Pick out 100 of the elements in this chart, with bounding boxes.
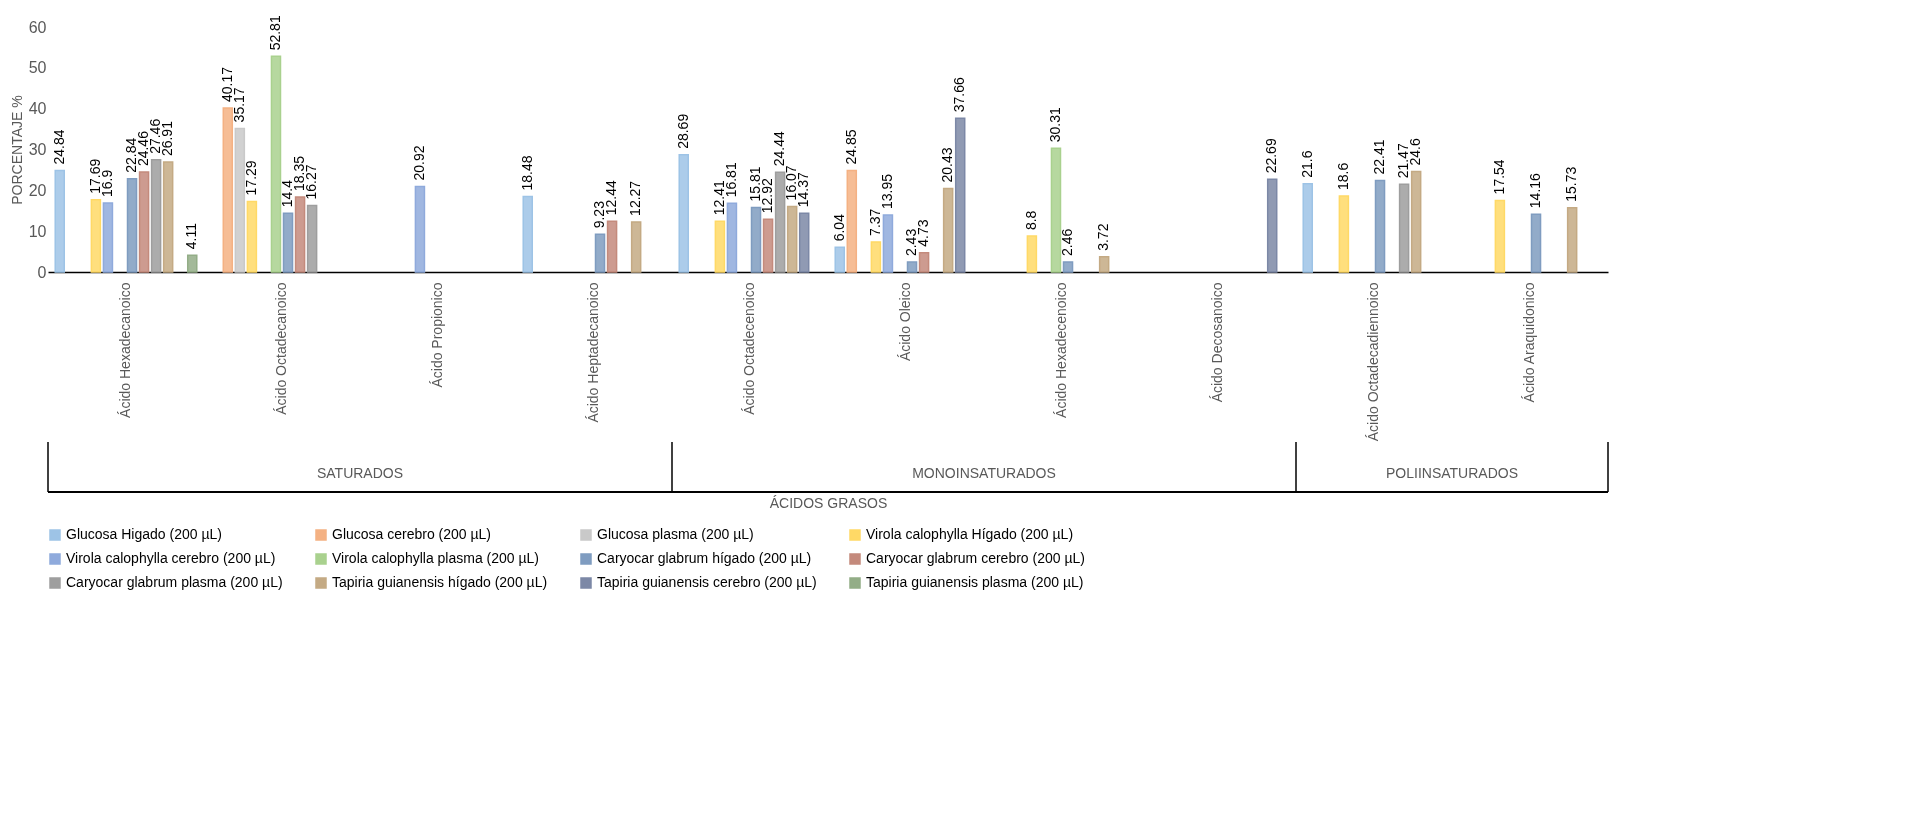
bar (1062, 261, 1074, 273)
y-tick-label: 50 (28, 59, 47, 77)
data-label: 3.72 (1095, 223, 1112, 251)
data-label: 26.91 (159, 120, 176, 157)
data-label: 37.66 (951, 76, 968, 113)
bar (1050, 147, 1062, 273)
bar (954, 117, 966, 273)
data-label: 12.27 (627, 180, 644, 216)
data-label: 4.11 (183, 222, 200, 250)
data-label: 15.73 (1563, 166, 1580, 202)
bar (1494, 199, 1506, 273)
data-label: 18.6 (1334, 162, 1351, 191)
bar (1410, 170, 1422, 273)
data-label: 16.27 (303, 164, 320, 200)
data-label: 28.69 (674, 113, 691, 149)
bar (882, 214, 894, 273)
data-label: 17.54 (1490, 159, 1507, 195)
y-tick-label: 30 (28, 141, 47, 158)
bar (750, 206, 762, 273)
legend-label: Virola calophylla Hígado (200 µL) (866, 526, 1074, 542)
x-axis-title: ÁCIDOS GRASOS (769, 494, 888, 511)
bar (606, 220, 618, 273)
bar (678, 154, 690, 273)
data-label: 24.44 (771, 130, 788, 167)
legend-label: Tapiria guianensis plasma (200 µL) (866, 574, 1084, 590)
y-axis-title: PORCENTAJE % (8, 95, 25, 205)
bar (522, 195, 534, 273)
bar (1266, 178, 1278, 273)
y-tick-label: 20 (28, 181, 47, 199)
bar (714, 220, 726, 273)
data-label: 12.41 (710, 180, 727, 216)
bar (1398, 183, 1410, 273)
bar (762, 218, 774, 273)
x-tick-label: Ácido Oleico (897, 282, 913, 362)
bar (234, 127, 246, 273)
data-label: 2.46 (1059, 228, 1076, 256)
data-label: 12.44 (603, 179, 620, 216)
legend-label: Caryocar glabrum cerebro (200 µL) (866, 550, 1085, 566)
bar (834, 246, 846, 273)
bar (102, 202, 114, 273)
bar (90, 199, 102, 273)
bar (1098, 256, 1110, 273)
bar (270, 55, 282, 273)
legend-label: Caryocar glabrum hígado (200 µL) (597, 550, 812, 566)
legend-label: Tapiria guianensis cerebro (200 µL) (597, 574, 817, 590)
bar (942, 187, 954, 273)
legend-label: Glucosa cerebro (200 µL) (332, 526, 492, 542)
data-label: 24.84 (50, 129, 67, 165)
y-tick-label: 0 (37, 263, 47, 281)
bar (798, 212, 810, 273)
data-label: 20.43 (939, 147, 956, 183)
bar (1302, 183, 1314, 273)
bar (1374, 179, 1386, 273)
data-label: 8.8 (1022, 210, 1039, 231)
legend-label: Glucosa plasma (200 µL) (597, 526, 754, 542)
y-tick-label: 60 (28, 18, 47, 36)
text: MONOINSATURADOS (912, 465, 1056, 481)
data-label: 30.31 (1046, 106, 1063, 143)
bar (774, 171, 786, 273)
data-label: 24.85 (842, 129, 859, 165)
bar (906, 261, 918, 273)
data-label: 14.37 (795, 172, 812, 208)
data-label: 24.6 (1407, 138, 1424, 166)
data-label: 52.81 (266, 15, 283, 51)
legend-label: Glucosa Higado (200 µL) (66, 526, 222, 542)
x-tick-label: Ácido Octadecadiennoico (1365, 282, 1381, 442)
bar (138, 171, 150, 273)
y-tick-label: 40 (28, 100, 47, 118)
bar (1026, 235, 1038, 273)
legend-label: Virola calophylla cerebro (200 µL) (66, 550, 276, 566)
bar (630, 221, 642, 273)
bar (126, 177, 138, 273)
data-label: 17.29 (242, 160, 259, 196)
data-label: 7.37 (866, 208, 883, 236)
bar (222, 107, 234, 273)
legend-label: Caryocar glabrum plasma (200 µL) (66, 574, 283, 590)
data-label: 4.73 (915, 219, 932, 247)
data-label: 21.6 (1298, 150, 1315, 178)
bar (1338, 195, 1350, 273)
bar (594, 233, 606, 273)
x-tick-label: Ácido Hexadecanoico (117, 282, 133, 418)
legend-label: Tapiria guianensis hígado (200 µL) (332, 574, 548, 590)
x-tick-label: Ácido Octadecenoico (741, 282, 757, 415)
bar (918, 251, 930, 273)
data-label: 40.17 (218, 66, 235, 102)
data-label: 13.95 (878, 173, 895, 210)
bar (414, 185, 426, 273)
bar (1530, 213, 1542, 273)
data-label: 17.69 (86, 158, 103, 194)
bar (282, 212, 294, 273)
bar (150, 159, 162, 273)
data-label: 20.92 (410, 145, 427, 181)
text: POLIINSATURADOS (1386, 465, 1518, 481)
data-label: 6.04 (830, 213, 847, 242)
x-tick-label: Ácido Heptadecanoico (585, 282, 601, 423)
bar (186, 254, 198, 273)
x-tick-label: Ácido Araquidonico (1521, 282, 1537, 403)
data-label: 18.48 (518, 155, 535, 191)
bar (1566, 207, 1578, 273)
x-tick-label: Ácido Propionico (429, 282, 445, 388)
